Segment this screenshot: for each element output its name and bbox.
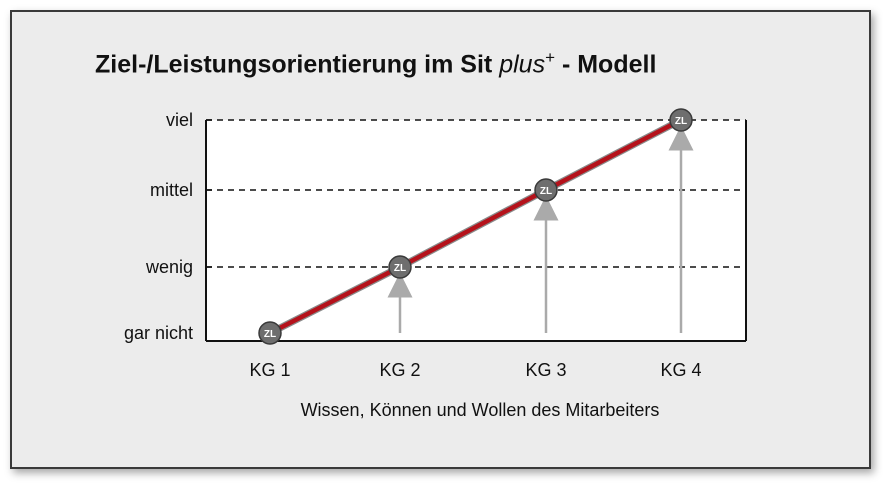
- title-italic: plus: [499, 50, 546, 79]
- series-line-red: [267, 117, 684, 336]
- x-axis-title: Wissen, Können und Wollen des Mitarbeite…: [301, 400, 660, 420]
- title-tail: - Modell: [555, 50, 657, 79]
- x-tick-label-kg-3: KG 3: [525, 360, 566, 380]
- point-marker-label: ZL: [394, 263, 406, 274]
- x-tick-label-kg-1: KG 1: [249, 360, 290, 380]
- point-marker-label: ZL: [264, 329, 276, 340]
- point-marker-kg-2: ZL: [388, 255, 412, 279]
- y-tick-label-gar-nicht: gar nicht: [124, 323, 193, 343]
- x-tick-label-kg-2: KG 2: [379, 360, 420, 380]
- point-marker-label: ZL: [675, 116, 687, 127]
- point-marker-kg-4: ZL: [669, 108, 693, 132]
- point-marker-kg-3: ZL: [534, 178, 558, 202]
- y-tick-label-wenig: wenig: [145, 257, 193, 277]
- x-tick-label-kg-4: KG 4: [660, 360, 701, 380]
- title-sup: +: [545, 48, 556, 67]
- y-tick-label-viel: viel: [166, 110, 193, 130]
- chart-title: Ziel-/Leistungsorientierung im Sit plus+…: [95, 48, 656, 79]
- point-marker-label: ZL: [540, 186, 552, 197]
- point-marker-kg-1: ZL: [258, 321, 282, 345]
- title-main: Ziel-/Leistungsorientierung im Sit: [95, 50, 500, 79]
- y-tick-label-mittel: mittel: [150, 180, 193, 200]
